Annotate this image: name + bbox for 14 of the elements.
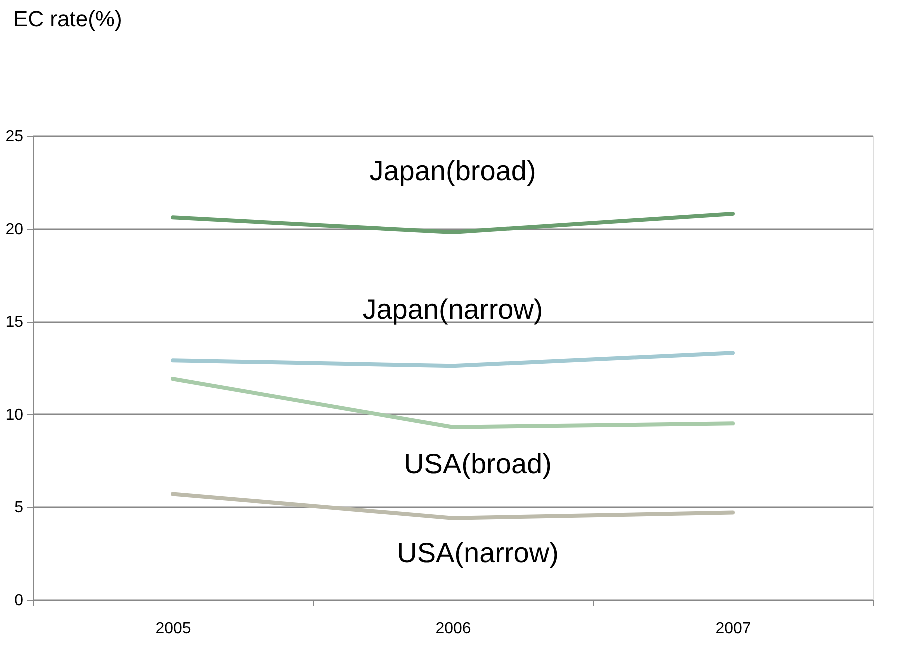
series-label: USA(broad)	[404, 448, 552, 480]
y-tick-label: 15	[6, 314, 24, 332]
x-tick-label: 2007	[716, 620, 752, 638]
series-label: Japan(broad)	[370, 156, 536, 187]
y-tick-label: 20	[6, 221, 24, 238]
series-label: USA(narrow)	[397, 537, 559, 568]
y-tick-label: 25	[6, 128, 24, 146]
series-label: Japan(narrow)	[362, 294, 544, 326]
x-tick-label: 2005	[156, 620, 192, 638]
y-axis-title: EC rate(%)	[14, 6, 122, 32]
y-tick-label: 5	[14, 500, 24, 517]
y-tick-label: 10	[6, 406, 24, 424]
y-tick-label: 0	[14, 592, 24, 610]
x-tick-label: 2006	[436, 620, 472, 638]
